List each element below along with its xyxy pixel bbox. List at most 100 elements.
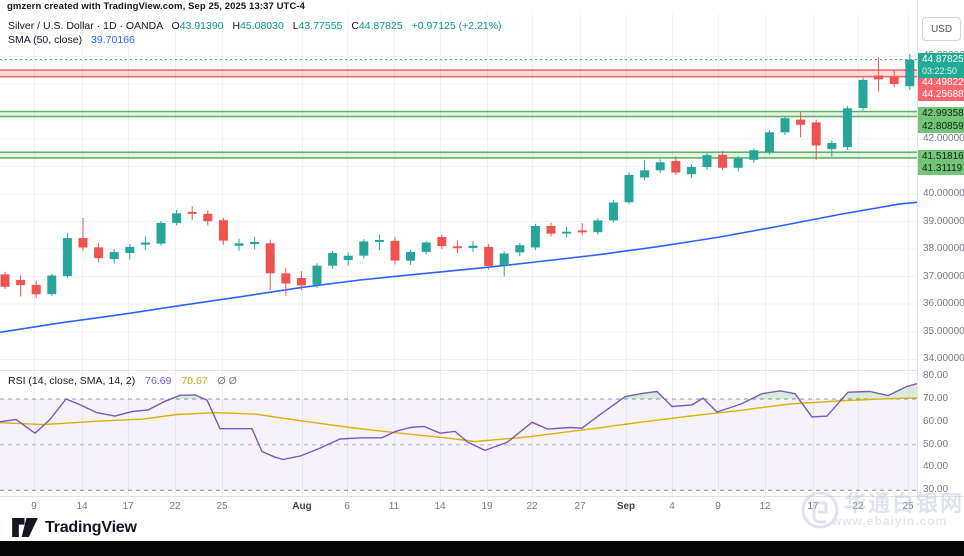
price-axis-label: 34.00000	[923, 353, 964, 365]
candle-down	[94, 247, 104, 259]
candle-up	[764, 132, 774, 152]
open-value: 43.91390	[179, 20, 224, 32]
candle-down	[874, 75, 884, 80]
candle-up	[421, 242, 431, 252]
sma-label: SMA (50, close)	[8, 34, 83, 46]
low-value: 43.77555	[298, 20, 343, 32]
time-axis[interactable]: 9 14 17 22 25 Aug 6 11 14 19 22 27 Sep 4 9 12 17 22 25	[0, 496, 964, 515]
candle-up	[562, 231, 572, 234]
rsi-overbought-fill	[842, 383, 917, 399]
candle-up	[125, 246, 135, 253]
candle-up	[842, 108, 852, 148]
time-axis-label: 6	[344, 501, 350, 512]
level-price-label-red: 44.25688	[918, 87, 964, 101]
candle-up	[172, 213, 182, 223]
symbol-title: Silver / U.S. Dollar · 1D · OANDA	[8, 20, 163, 32]
candle-down	[187, 211, 197, 214]
time-axis-label: 22	[169, 501, 181, 512]
candle-down	[718, 154, 728, 168]
attribution-text: gmzern created with TradingView.com, Sep…	[7, 1, 306, 12]
high-label: H	[232, 20, 241, 32]
green-price-band	[0, 152, 917, 158]
chart-canvas[interactable]	[0, 0, 917, 515]
candle-down	[437, 237, 447, 247]
price-axis-label: 39.00000	[923, 215, 964, 227]
candle-up	[140, 242, 150, 245]
high-value: 45.08030	[240, 20, 284, 32]
time-axis-label: 4	[669, 501, 675, 512]
close-label: C	[351, 20, 359, 32]
candle-down	[296, 278, 306, 286]
rsi-overbought-fill	[621, 391, 665, 399]
bar-countdown: 03:22:50	[922, 66, 958, 76]
close-value: 44.87825	[358, 20, 403, 32]
candle-down	[671, 160, 681, 173]
price-axis-label: 37.00000	[923, 270, 964, 282]
candle-up	[608, 202, 618, 221]
candle-up	[515, 245, 525, 253]
candle-up	[686, 167, 696, 175]
symbol-ohlc-row: Silver / U.S. Dollar · 1D · OANDA O43.91…	[8, 19, 502, 33]
candle-up	[109, 252, 119, 259]
symbol-legend: Silver / U.S. Dollar · 1D · OANDA O43.91…	[8, 19, 502, 47]
candle-up	[499, 253, 509, 266]
candle-down	[546, 226, 556, 234]
candle-up	[328, 253, 338, 266]
time-axis-label: 22	[526, 501, 538, 512]
candle-up	[624, 175, 634, 203]
bottom-bar	[0, 541, 964, 556]
time-axis-label: 11	[388, 501, 400, 512]
currency-button[interactable]: USD	[922, 17, 961, 41]
rsi-value: 76.69	[145, 375, 172, 387]
time-axis-label: 22	[852, 501, 864, 512]
time-axis-label: 17	[122, 501, 134, 512]
candle-down	[889, 76, 899, 84]
open-label: O	[171, 20, 180, 32]
time-axis-label: Aug	[292, 501, 312, 512]
candle-up	[780, 118, 790, 133]
price-axis-label: 40.00000	[923, 188, 964, 199]
price-axis-label: 38.00000	[923, 243, 964, 255]
time-axis-label: 9	[31, 501, 37, 512]
time-axis-label: Sep	[616, 501, 636, 512]
candle-up	[702, 155, 712, 167]
candle-down	[265, 243, 275, 274]
rsi-hidden-values: Ø Ø	[217, 375, 237, 387]
time-axis-label: 14	[76, 501, 88, 512]
time-axis-label: 17	[807, 501, 819, 512]
candle-up	[406, 251, 416, 261]
candle-down	[16, 280, 26, 285]
tradingview-logo[interactable]: TradingView	[12, 518, 137, 538]
candle-up	[749, 150, 759, 160]
candle-down	[811, 122, 821, 146]
price-scale[interactable]: USD 45.0000042.0000040.0000039.0000038.0…	[917, 0, 964, 515]
candle-down	[203, 213, 213, 222]
red-price-band	[0, 70, 917, 77]
time-axis-label: 14	[434, 501, 446, 512]
candle-up	[374, 240, 384, 242]
candle-down	[577, 230, 587, 233]
rsi-axis-label: 50.00	[923, 438, 949, 450]
candle-up	[827, 143, 837, 150]
candle-down	[796, 119, 806, 125]
candle-up	[359, 241, 369, 256]
rsi-axis-label: 30.00	[923, 484, 949, 496]
level-price-label-green: 42.99358	[918, 106, 964, 120]
level-price-label-green: 41.51816	[918, 149, 964, 163]
candle-up	[858, 79, 868, 108]
level-price-label-red: 44.49822	[918, 75, 964, 89]
rsi-legend: RSI (14, close, SMA, 14, 2) 76.69 70.67 …	[8, 375, 237, 387]
candle-up	[62, 238, 72, 277]
price-axis-label: 42.00000	[923, 132, 964, 144]
candle-up	[905, 59, 915, 87]
time-axis-label: 12	[759, 501, 771, 512]
candle-up	[640, 170, 650, 178]
candle-down	[78, 238, 88, 248]
time-axis-label: 25	[902, 501, 914, 512]
candle-down	[390, 240, 400, 261]
tradingview-logo-icon	[12, 518, 38, 538]
candle-up	[250, 241, 260, 245]
price-change: +0.97125 (+2.21%)	[411, 20, 502, 32]
rsi-ma-value: 70.67	[181, 375, 208, 387]
